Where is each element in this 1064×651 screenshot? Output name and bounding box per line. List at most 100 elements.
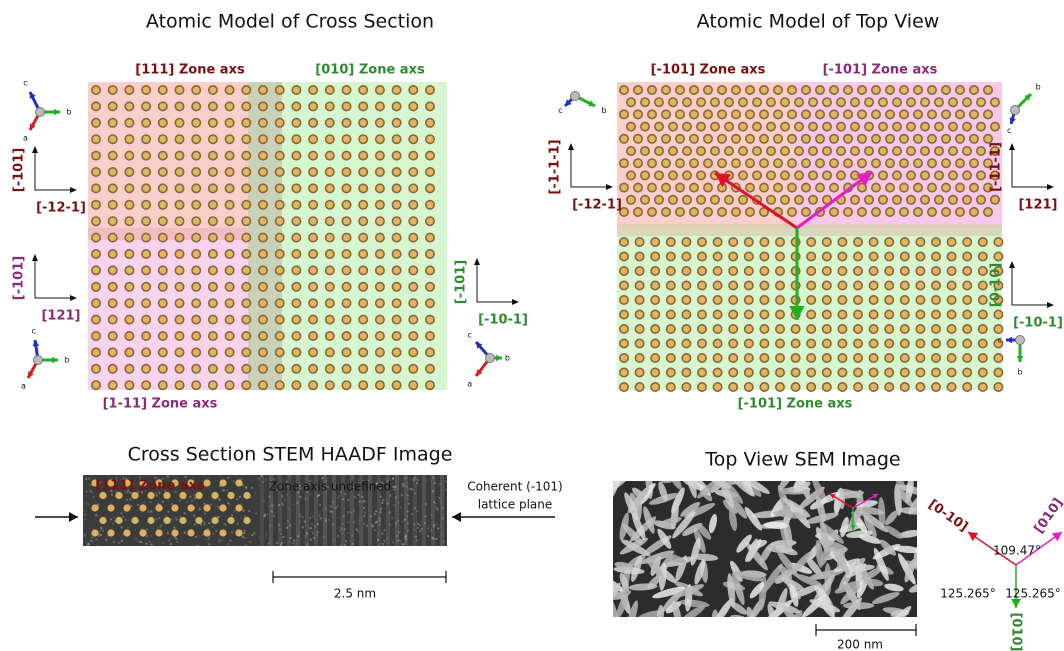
- stem-noise: [397, 502, 399, 504]
- stem-noise: [121, 540, 123, 542]
- atom: [729, 267, 737, 275]
- atom: [858, 159, 866, 167]
- atom: [682, 296, 690, 304]
- atom: [932, 310, 940, 318]
- atom: [667, 383, 675, 391]
- stem-noise: [268, 542, 270, 544]
- atom: [963, 339, 971, 347]
- stem-noise: [411, 513, 413, 515]
- stem-noise: [186, 501, 188, 503]
- atom: [869, 238, 877, 246]
- atom: [760, 267, 768, 275]
- stem-noise: [440, 501, 442, 503]
- stem-noise: [91, 541, 93, 543]
- stem-noise: [353, 476, 355, 478]
- atom: [885, 354, 893, 362]
- atom: [942, 208, 950, 216]
- atom: [125, 266, 133, 274]
- atom: [802, 86, 810, 94]
- atom: [830, 135, 838, 143]
- atom: [109, 365, 117, 373]
- atom: [359, 233, 367, 241]
- atom: [426, 315, 434, 323]
- stem-atom: [115, 517, 122, 524]
- atom: [869, 281, 877, 289]
- atom: [838, 281, 846, 289]
- atom: [159, 250, 167, 258]
- atom: [635, 252, 643, 260]
- atom: [641, 122, 649, 130]
- atom: [942, 86, 950, 94]
- atom: [409, 283, 417, 291]
- stem-noise: [279, 528, 281, 530]
- stem-noise: [310, 494, 312, 496]
- atom: [682, 252, 690, 260]
- atom: [977, 122, 985, 130]
- stem-noise: [398, 540, 400, 542]
- stem-noise: [208, 522, 210, 524]
- stem-noise: [280, 544, 282, 546]
- atom: [921, 147, 929, 155]
- atom: [159, 266, 167, 274]
- stem-noise: [172, 522, 174, 524]
- stem-noise: [273, 515, 275, 517]
- atom: [886, 159, 894, 167]
- axis-label-vertical: [-101]: [454, 260, 469, 304]
- atom: [309, 299, 317, 307]
- atom: [225, 135, 233, 143]
- atom: [949, 171, 957, 179]
- atom: [900, 110, 908, 118]
- stem-noise: [438, 497, 440, 499]
- atom: [192, 283, 200, 291]
- atom: [326, 332, 334, 340]
- atom: [276, 250, 284, 258]
- triad-origin: [486, 354, 495, 363]
- atom: [963, 296, 971, 304]
- atom: [914, 86, 922, 94]
- atom: [776, 354, 784, 362]
- atom: [125, 184, 133, 192]
- angle-label: 109.47°: [993, 544, 1041, 558]
- stem-noise: [279, 525, 281, 527]
- atom: [901, 339, 909, 347]
- atom: [259, 332, 267, 340]
- atom: [886, 208, 894, 216]
- stem-noise: [140, 541, 142, 543]
- stem-noise: [170, 543, 172, 545]
- stem-noise: [432, 537, 434, 539]
- stem-noise: [293, 503, 295, 505]
- atom: [854, 252, 862, 260]
- atom: [776, 325, 784, 333]
- stem-noise: [393, 486, 395, 488]
- atom: [854, 238, 862, 246]
- atom: [109, 102, 117, 110]
- atom: [901, 310, 909, 318]
- atom: [309, 151, 317, 159]
- atom: [669, 196, 677, 204]
- stem-noise: [402, 543, 404, 545]
- atom: [956, 159, 964, 167]
- stem-atom: [219, 504, 226, 511]
- stem-noise: [427, 527, 429, 529]
- atom: [175, 119, 183, 127]
- stem-noise: [87, 503, 89, 505]
- atom: [802, 159, 810, 167]
- atom: [947, 354, 955, 362]
- atom: [225, 102, 233, 110]
- stem-noise: [407, 498, 409, 500]
- atom: [125, 201, 133, 209]
- atom: [830, 86, 838, 94]
- atom: [837, 171, 845, 179]
- atom: [392, 184, 400, 192]
- atom: [725, 196, 733, 204]
- stem-noise: [228, 543, 230, 545]
- stem-noise: [245, 544, 247, 546]
- atom: [159, 348, 167, 356]
- stem-noise: [217, 516, 219, 518]
- stem-noise: [287, 520, 289, 522]
- stem-noise: [415, 536, 417, 538]
- stem-noise: [160, 524, 162, 526]
- atom: [667, 310, 675, 318]
- stem-noise: [157, 526, 159, 528]
- atom: [872, 135, 880, 143]
